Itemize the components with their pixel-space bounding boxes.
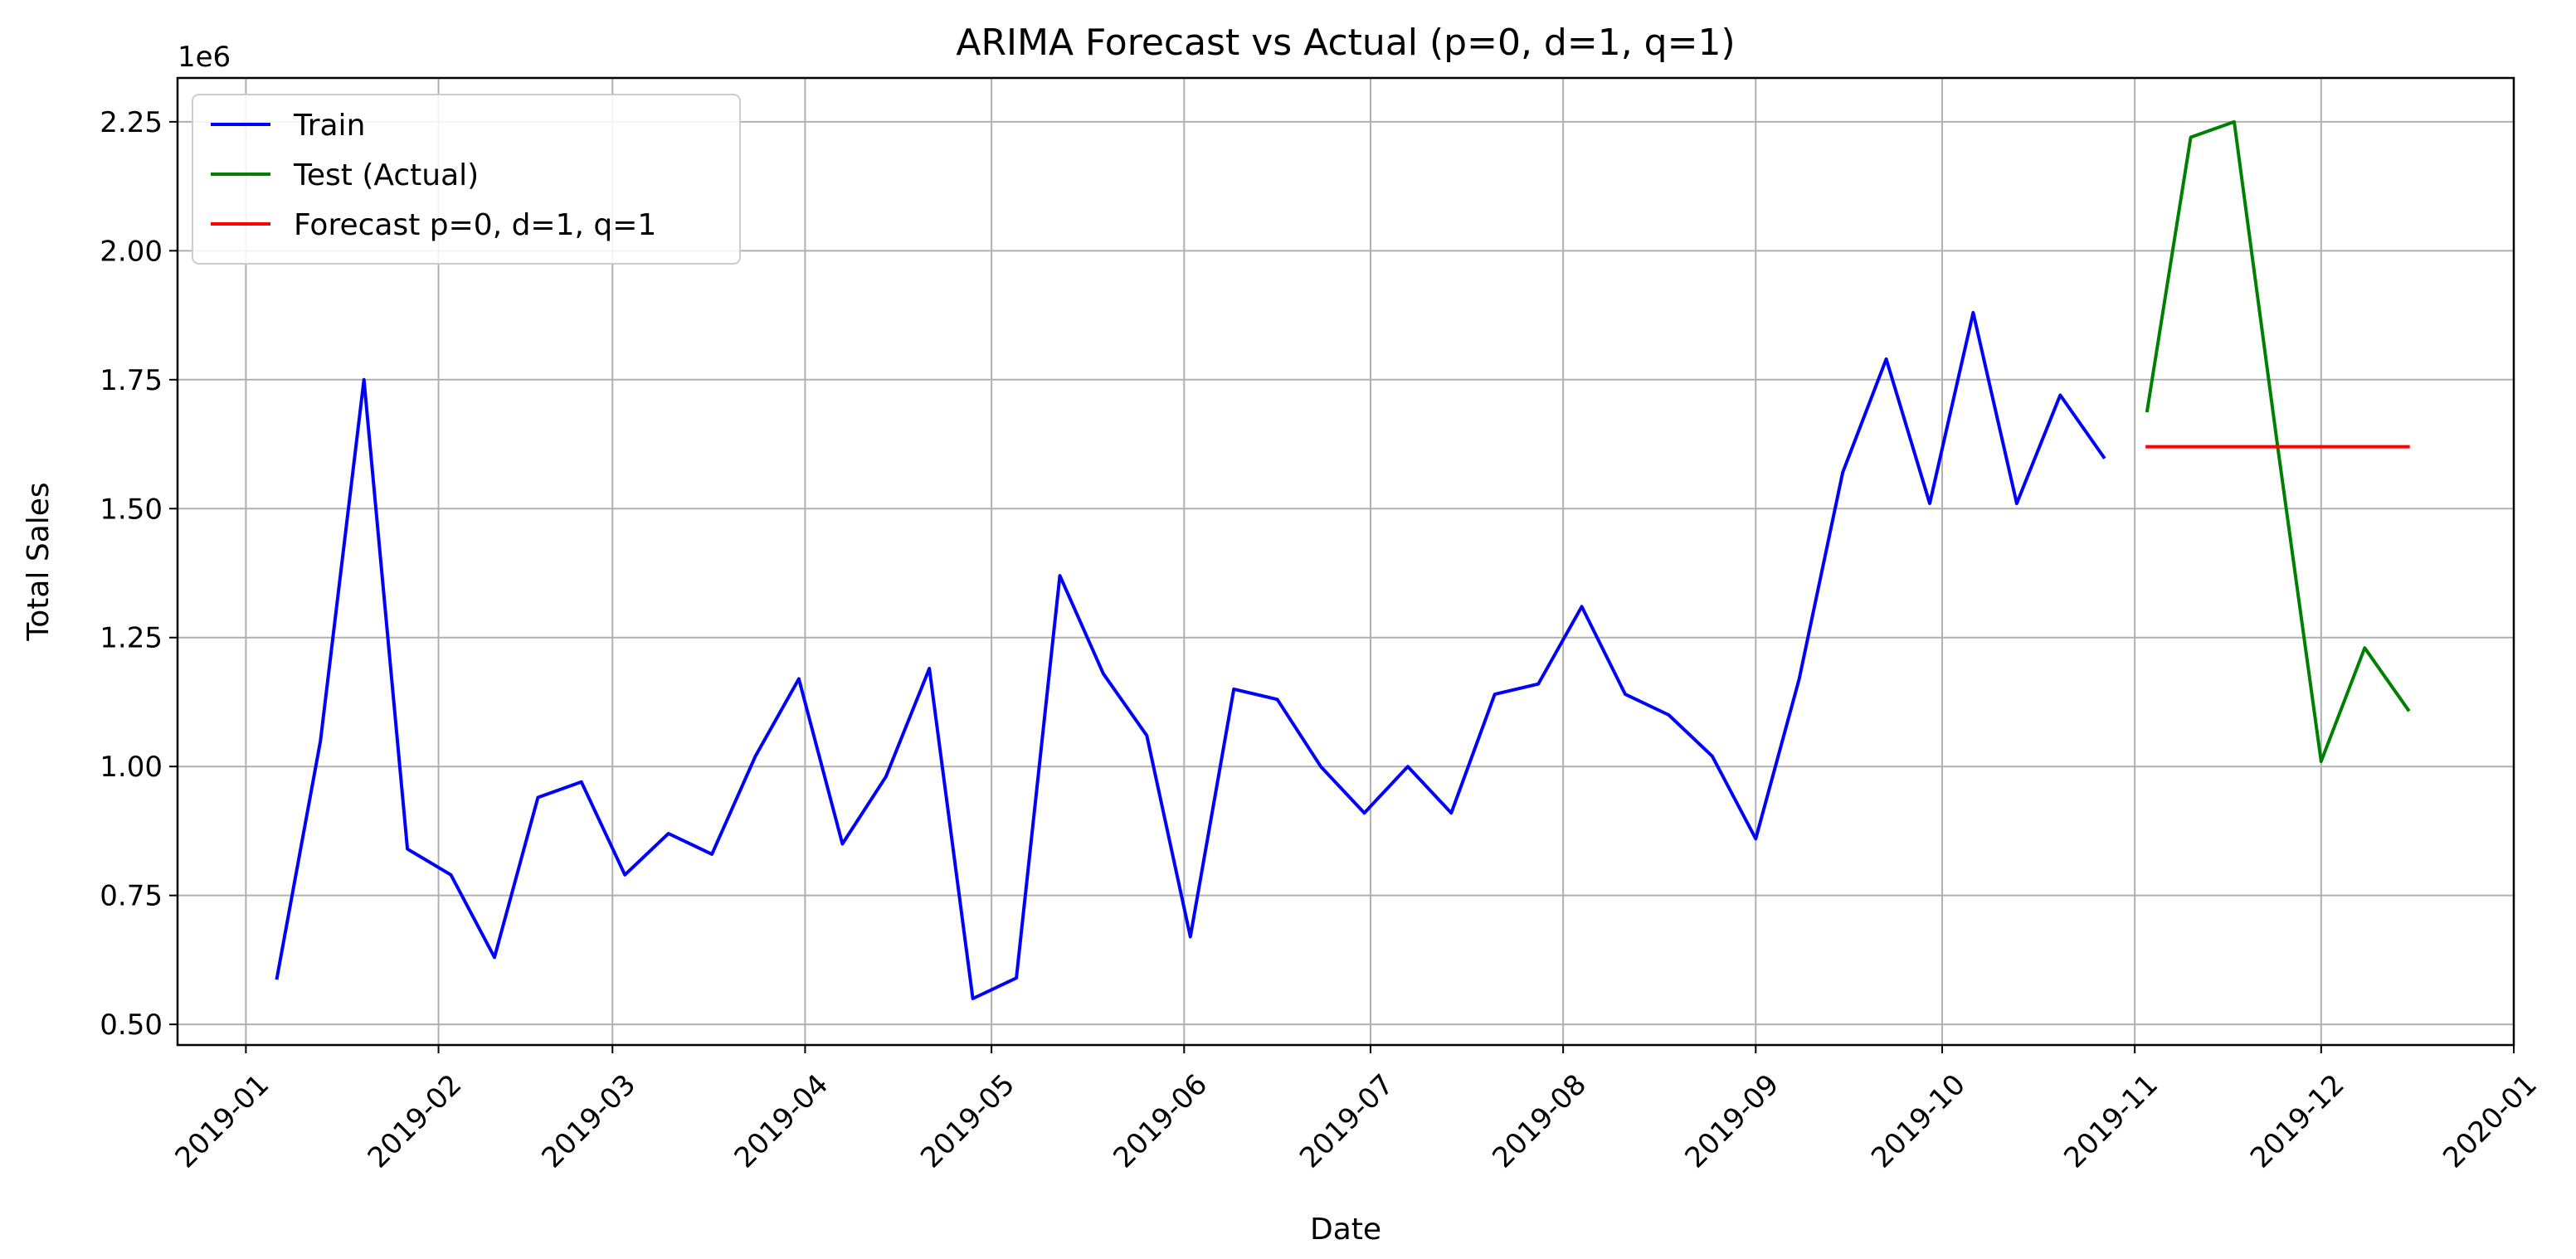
y-tick-label: 1.50 (100, 493, 163, 526)
y-tick-label: 1.75 (100, 364, 163, 397)
y-tick-label: 0.50 (100, 1009, 163, 1042)
y-axis-offset-label: 1e6 (178, 41, 231, 74)
chart-title: ARIMA Forecast vs Actual (p=0, d=1, q=1) (956, 22, 1735, 64)
legend-label-test-actual: Test (Actual) (293, 158, 479, 192)
legend: Train Test (Actual) Forecast p=0, d=1, q=1 (192, 94, 741, 265)
y-tick-label: 2.00 (100, 235, 163, 268)
x-axis-label: Date (1310, 1213, 1381, 1247)
y-tick-label: 0.75 (100, 880, 163, 913)
y-tick-label: 1.00 (100, 751, 163, 784)
y-tick-label: 1.25 (100, 622, 163, 655)
y-tick-label: 2.25 (100, 106, 163, 139)
series-layer (275, 119, 2411, 1000)
series-line-train (275, 310, 2106, 1000)
legend-label-forecast: Forecast p=0, d=1, q=1 (294, 208, 656, 242)
y-axis-label: Total Sales (22, 482, 56, 641)
legend-label-train: Train (293, 109, 365, 143)
plot-area-frame (176, 76, 2515, 1047)
legend-box (192, 94, 741, 265)
